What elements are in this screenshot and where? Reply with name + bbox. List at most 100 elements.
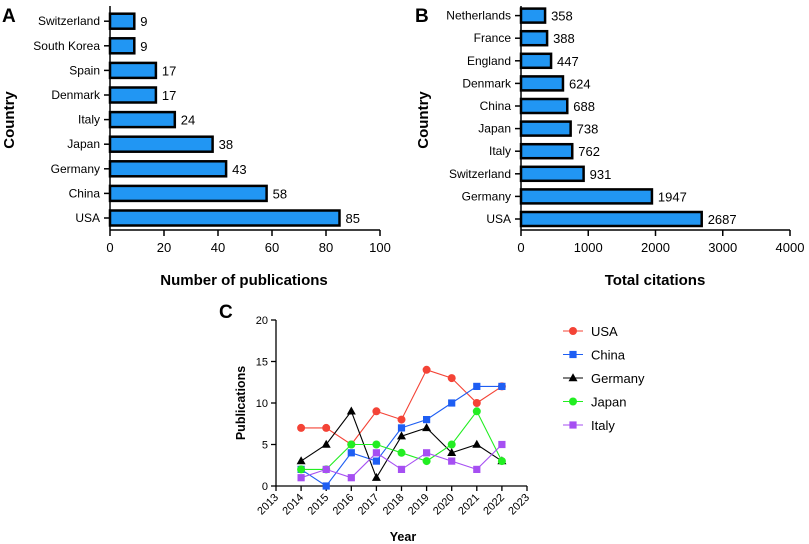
category-label: Germany [462,189,511,203]
x-tick-label: 2014 [280,492,306,518]
category-label: Denmark [51,88,101,102]
data-point [347,449,355,457]
panel-b: B Country Total citations 0 1000 2000 3000 4… [415,6,804,289]
data-point [498,440,506,449]
data-point [297,474,305,482]
legend-label: USA [591,324,618,339]
category-label: China [480,99,512,113]
data-label: 9 [140,14,147,29]
bar [519,97,569,115]
data-label: 388 [553,31,575,46]
panel-c-x-axis-title: Year [390,530,417,544]
legend-label: Germany [591,371,645,386]
data-point [498,382,506,390]
data-point [397,415,406,424]
category-label: Japan [67,137,100,151]
legend-marker [569,327,577,335]
y-tick-label: 15 [256,357,268,369]
bar [519,188,654,205]
data-point [422,365,431,374]
category-label: England [467,54,511,68]
data-point [473,382,481,390]
data-point [372,457,380,465]
data-point [448,457,456,465]
x-tick-label: 2019 [406,492,432,518]
data-label: 85 [346,211,360,226]
bar [519,165,585,183]
category-label: Switzerland [449,167,511,181]
data-point [297,423,306,432]
data-label: 38 [219,137,233,152]
panel-a-label: A [2,6,16,27]
x-tick-label: 2018 [381,492,407,518]
panel-a-marks: 0 20 40 60 80 100 USA 85 China 58 Germany 43 Japan 38… [33,6,391,255]
panel-b-marks: 0 1000 2000 3000 4000 USA 2687 Germany 1947 Switz… [446,6,804,255]
data-point [472,439,482,448]
category-label: France [474,31,512,45]
x-tick-label: 100 [369,240,391,255]
bar [519,7,547,24]
data-point [397,431,406,440]
x-tick-label: 2017 [356,492,382,518]
bar [108,110,177,129]
bar [108,12,136,30]
x-tick-label: 60 [265,240,279,255]
category-label: USA [486,212,511,226]
data-point [321,439,331,448]
category-label: Japan [478,122,511,136]
panel-a-y-axis-title: Country [1,91,18,149]
category-label: Italy [78,113,100,127]
x-tick-label: 20 [157,240,171,255]
x-tick-label: 40 [211,240,225,255]
data-label: 2687 [708,212,737,227]
data-point [322,465,330,473]
legend-marker [569,397,577,406]
x-tick-label: 0 [106,240,113,255]
data-label: 447 [557,54,579,69]
x-tick-label: 2023 [506,492,532,518]
data-point [372,407,381,416]
data-label: 931 [590,167,612,182]
legend-label: China [591,348,626,363]
data-point [448,399,456,407]
category-label: South Korea [33,39,100,53]
category-label: Netherlands [446,9,511,23]
data-point [347,474,355,482]
data-point [397,448,406,457]
legend-label: Italy [591,418,615,433]
category-label: Switzerland [38,14,100,28]
y-tick-label: 5 [262,440,268,452]
x-tick-label: 4000 [776,240,805,255]
data-point [372,449,380,457]
data-point [296,456,306,465]
category-label: Spain [69,63,100,77]
legend-marker [569,350,577,359]
category-label: China [69,186,101,200]
bar [108,37,136,55]
bar [519,75,565,92]
bar [519,120,572,137]
data-label: 688 [573,99,595,114]
data-point [372,440,381,449]
panel-c-legend: USA China Germany Japan Italy [563,324,645,433]
data-point [322,482,330,490]
data-label: 17 [162,63,176,78]
data-point [497,457,506,466]
data-point [422,457,431,466]
panel-b-label: B [415,6,429,27]
x-tick-label: 2015 [306,492,332,518]
panel-c: C Publications Year 0 5 10 15 20 2013 2014 2015… [219,302,645,544]
panel-c-marks: 0 5 10 15 20 2013 2014 2015 2016 2017 2018 2019 2020… [255,315,532,517]
legend-marker [568,373,578,382]
panel-c-y-axis-title: Publications [234,366,248,440]
x-tick-label: 2013 [255,492,281,518]
bar [108,61,158,80]
data-point [371,472,381,481]
x-tick-label: 1000 [574,240,603,255]
bar [108,135,214,153]
data-point [322,423,331,432]
x-tick-label: 0 [517,240,524,255]
data-label: 358 [551,9,573,24]
category-label: Italy [489,144,511,158]
